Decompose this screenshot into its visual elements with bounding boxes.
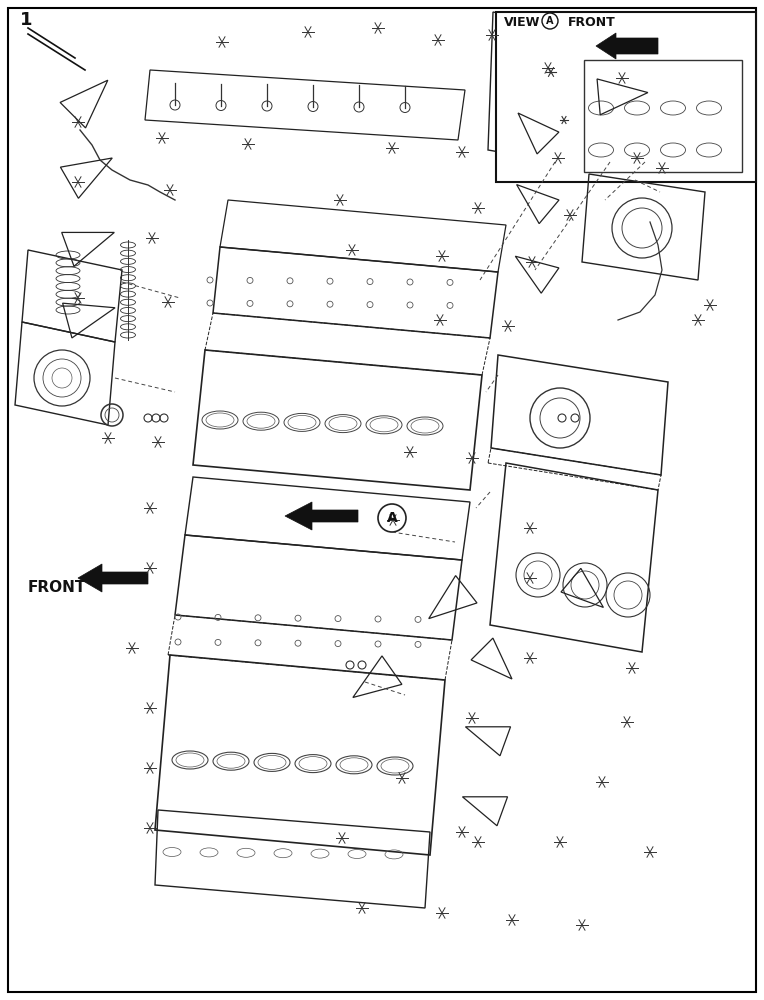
Bar xyxy=(496,12,756,182)
Text: A: A xyxy=(387,511,397,525)
Text: FRONT: FRONT xyxy=(28,580,86,595)
Text: 1: 1 xyxy=(20,11,33,29)
Bar xyxy=(584,60,742,172)
Polygon shape xyxy=(285,502,358,530)
Polygon shape xyxy=(596,33,658,59)
Text: FRONT: FRONT xyxy=(568,16,616,29)
Text: VIEW: VIEW xyxy=(504,16,540,29)
Text: A: A xyxy=(546,16,554,26)
Polygon shape xyxy=(78,564,148,592)
